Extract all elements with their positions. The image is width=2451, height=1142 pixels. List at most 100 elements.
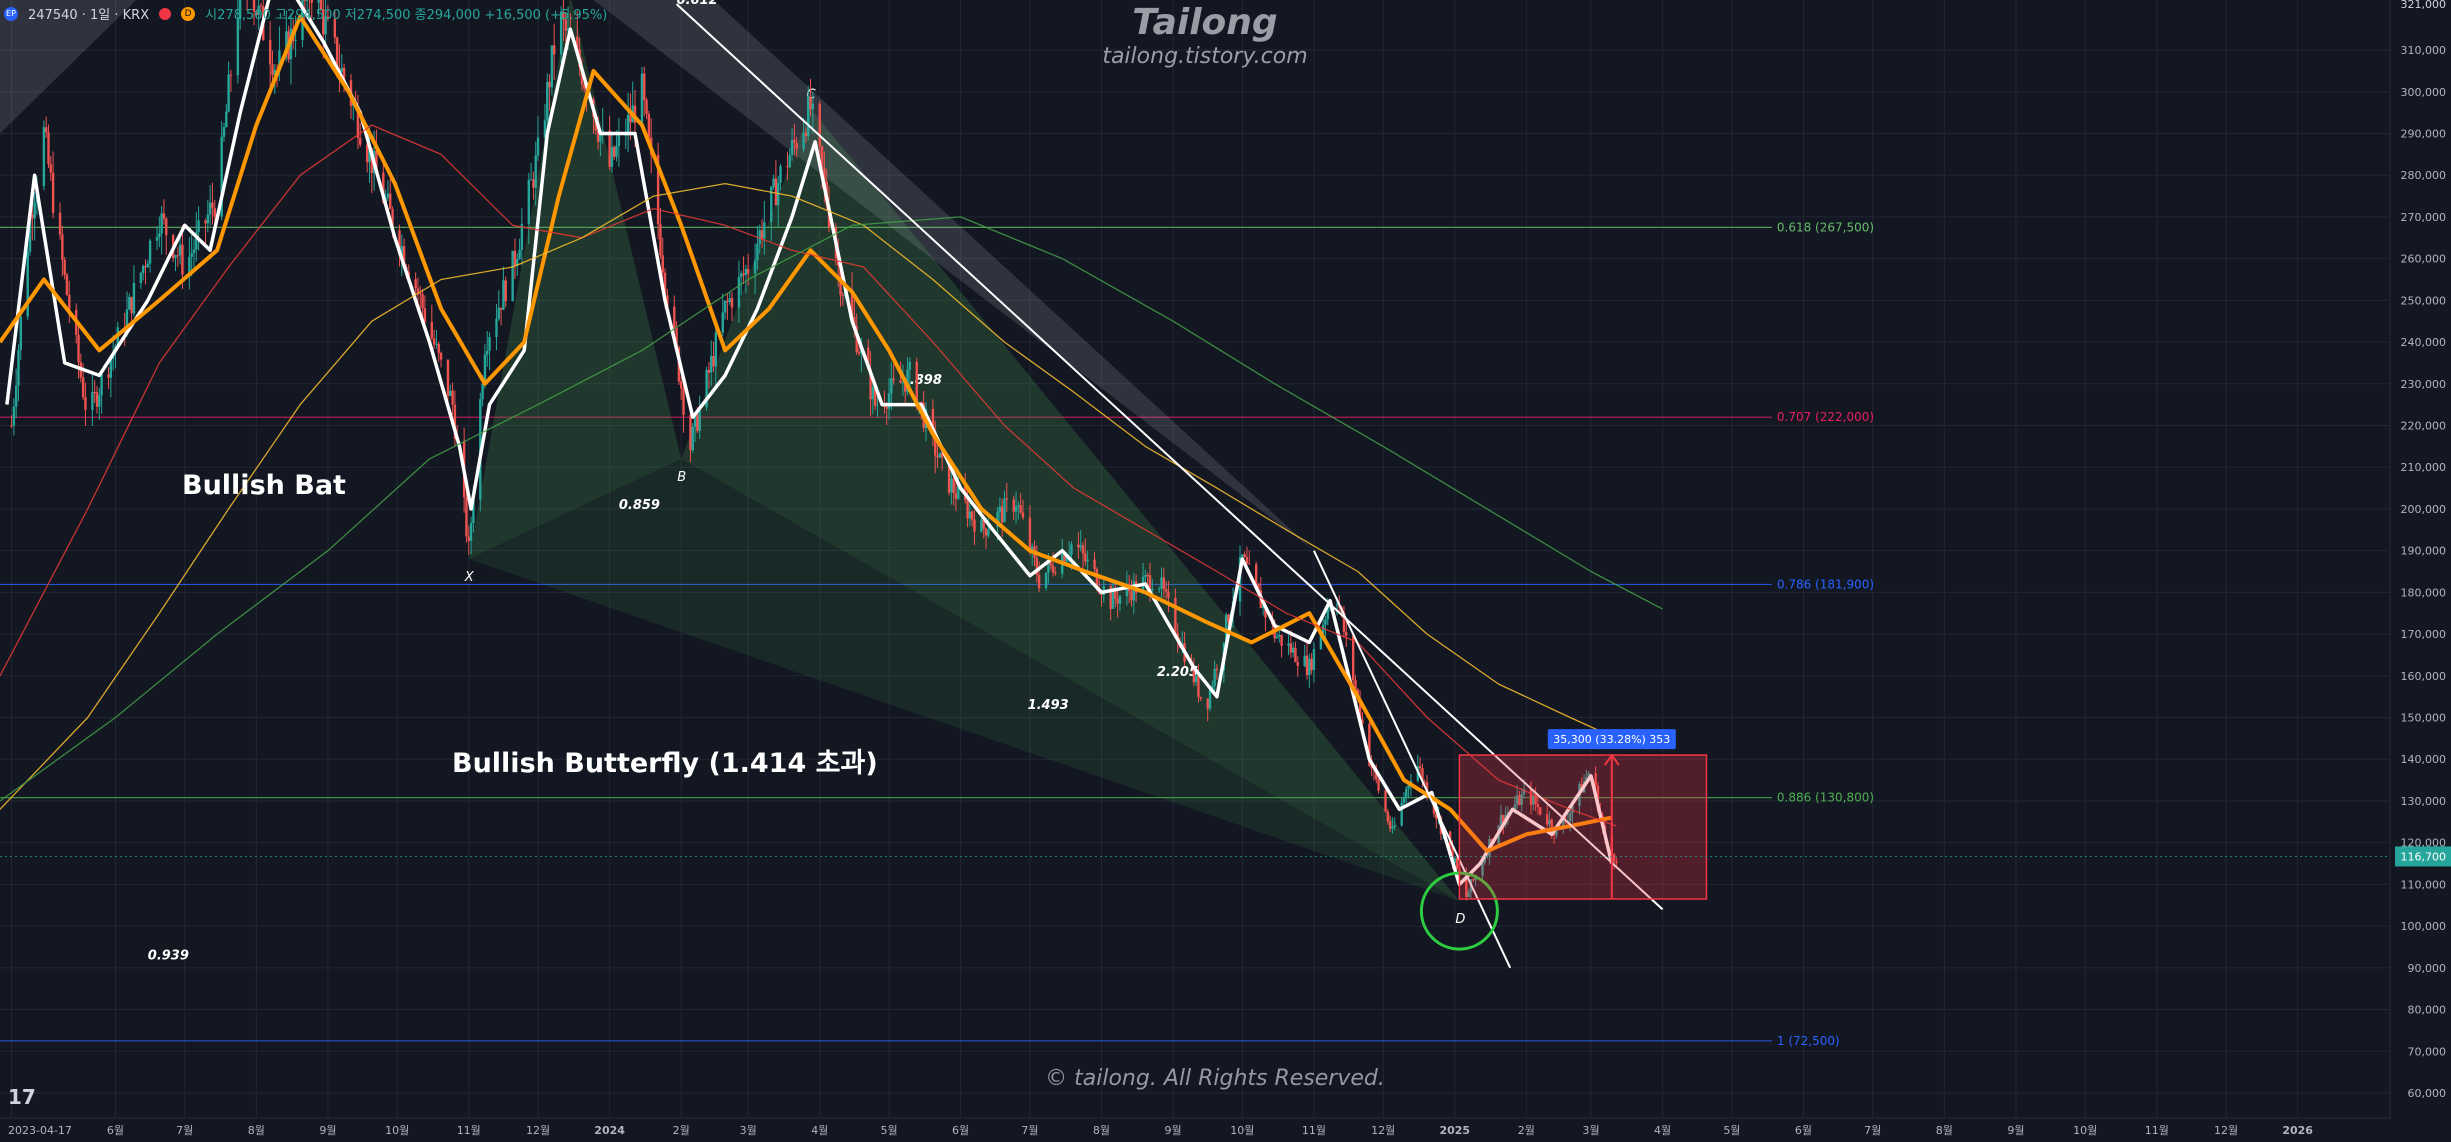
candle-body: [257, 5, 260, 16]
candle-body: [772, 178, 775, 187]
candle-body: [931, 408, 935, 432]
candle-body: [44, 127, 48, 133]
candle-body: [1506, 812, 1510, 815]
candle-body: [28, 214, 32, 252]
candle-body: [326, 16, 330, 19]
candle-body: [1070, 544, 1073, 555]
candle-body: [876, 404, 879, 406]
candle-body: [640, 73, 644, 123]
candle-body: [340, 67, 343, 72]
candle-body: [696, 415, 699, 431]
symbol-header[interactable]: EP 247540 · 1일 · KRX D 시278,500 고294,500…: [4, 4, 607, 23]
candle-body: [109, 358, 113, 378]
pattern-ratio-label: 2.205: [1157, 665, 1198, 680]
time-axis-tick: 3월: [1582, 1124, 1599, 1137]
candle-body: [1368, 723, 1371, 766]
candle-body: [1111, 589, 1115, 609]
candle-body: [100, 374, 103, 396]
candle-body: [107, 374, 110, 378]
candle-body: [47, 132, 50, 165]
time-axis-tick: 3월: [740, 1124, 757, 1137]
candle-body: [206, 214, 210, 224]
candle-body: [1289, 643, 1293, 653]
fib-level-label: 1 (72,500): [1777, 1034, 1840, 1048]
tradingview-logo[interactable]: 17: [8, 1085, 36, 1109]
candle-body: [486, 350, 489, 355]
trend-line[interactable]: [675, 3, 1664, 911]
symbol-label[interactable]: 247540 · 1일 · KRX: [28, 8, 150, 23]
candle-body: [899, 380, 902, 383]
candle-body: [1358, 698, 1362, 720]
candle-body: [823, 168, 826, 182]
candle-body: [659, 224, 662, 256]
moving-average-ma_slow_red: [0, 124, 1617, 827]
candle-body: [435, 343, 438, 345]
candle-body: [1529, 788, 1533, 805]
pattern-point-label: X: [464, 570, 475, 585]
candle-body: [564, 19, 567, 31]
candle-body: [626, 114, 630, 135]
price-axis-tick: 120,000: [2401, 837, 2447, 850]
candle-body: [273, 69, 276, 76]
measure-box[interactable]: 35,300 (33.28%) 353: [1458, 729, 1708, 900]
candle-body: [1086, 559, 1089, 562]
candle-body: [1435, 813, 1438, 819]
candle-body: [795, 142, 798, 149]
candle-body: [1467, 892, 1470, 898]
fib-level-label: 0.886 (130,800): [1777, 791, 1874, 805]
candle-body: [887, 393, 891, 409]
candle-body: [760, 230, 764, 239]
candle-body: [1481, 862, 1484, 876]
candle-body: [1465, 874, 1468, 898]
pattern-bcd: [681, 108, 1460, 902]
candle-body: [892, 378, 895, 381]
candle-body: [908, 361, 912, 370]
time-axis-tick: 2월: [1518, 1124, 1535, 1137]
candle-body: [481, 383, 484, 400]
candle-body: [996, 511, 999, 528]
fib-levels: 0.618 (267,500) 0.707 (222,000) 0.786 (181…: [0, 220, 1874, 1048]
time-axis-tick: 6월: [952, 1124, 969, 1137]
price-axis-tick: 110,000: [2401, 878, 2447, 891]
candle-body: [915, 361, 918, 408]
candle-body: [213, 208, 216, 217]
candle-body: [1418, 766, 1422, 769]
candle-body: [1044, 572, 1048, 589]
candle-body: [906, 369, 909, 392]
pattern-ratio-label: 0.939: [148, 948, 189, 963]
candle-body: [26, 251, 29, 317]
candle-body: [310, 0, 313, 3]
candle-body: [656, 154, 660, 225]
candle-body: [81, 377, 85, 398]
candle-body: [532, 179, 535, 188]
candle-body: [278, 50, 281, 72]
current-price-tag-bg: [2395, 846, 2451, 867]
time-axis-tick: 2026: [2282, 1124, 2313, 1137]
time-axis-tick: 6월: [1795, 1124, 1812, 1137]
indicator-badge[interactable]: D: [181, 6, 196, 21]
measure-label: 35,300 (33.28%) 353: [1553, 733, 1670, 746]
candle-body: [689, 414, 692, 451]
candle-body: [691, 427, 694, 451]
price-axis-tick: 170,000: [2401, 628, 2447, 641]
price-axis-tick: 230,000: [2401, 378, 2447, 391]
candle-body: [599, 134, 602, 142]
time-axis-tick: 10월: [2073, 1124, 2097, 1137]
candle-body: [31, 214, 34, 219]
time-axis-tick: 7월: [176, 1124, 193, 1137]
time-axis[interactable]: 2023-04-17 6월 7월 8월 9월 10월 11월 12월 2024 2월 3월 4월 5월 6…: [0, 1117, 2451, 1142]
measure-rect: [1458, 754, 1708, 900]
time-axis-tick: 8월: [248, 1124, 265, 1137]
candle-body: [857, 352, 861, 354]
bullish-bat-label: Bullish Bat: [182, 470, 346, 501]
candle-body: [1174, 597, 1177, 634]
candle-body: [871, 387, 875, 400]
candle-body: [222, 127, 226, 137]
candle-body: [1520, 794, 1523, 805]
time-axis-tick: 11월: [2145, 1124, 2169, 1137]
candle-body: [534, 155, 537, 188]
candle-body: [705, 369, 708, 408]
candle-body: [885, 407, 888, 409]
